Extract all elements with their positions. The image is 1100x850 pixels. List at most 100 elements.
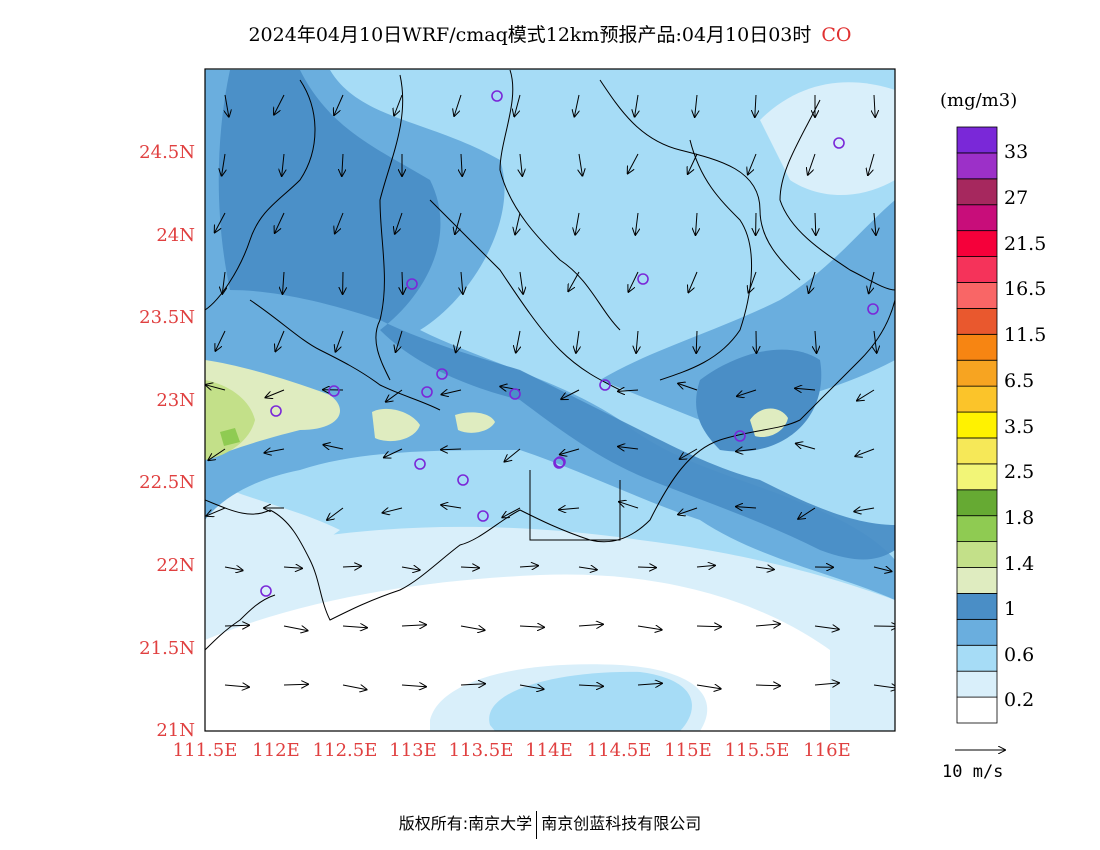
wind-arrow xyxy=(748,153,757,174)
wind-arrow xyxy=(809,271,816,293)
wind-arrow xyxy=(224,685,249,687)
wind-arrow xyxy=(755,567,774,570)
lat-label: 21.5N xyxy=(139,638,195,659)
wind-arrow xyxy=(873,685,895,688)
station-marker xyxy=(599,379,611,391)
wind-arrow xyxy=(696,212,698,235)
wind-arrow xyxy=(401,685,426,687)
station-marker xyxy=(260,585,272,597)
wind-arrow xyxy=(696,330,697,353)
station-marker xyxy=(414,458,426,470)
wind-arrow xyxy=(736,507,757,508)
colorbar-tick-label: 21.5 xyxy=(1004,233,1047,255)
wind-arrow xyxy=(394,94,403,116)
wind-arrow xyxy=(396,330,403,352)
station-marker xyxy=(477,510,489,522)
wind-arrow xyxy=(635,212,638,235)
colorbar-segment xyxy=(956,618,998,646)
colorbar-segment xyxy=(956,359,998,387)
colorbar-tick-label: 1.8 xyxy=(1004,507,1035,529)
station-marker xyxy=(867,303,879,315)
colorbar-segment xyxy=(956,644,998,672)
colorbar-tick-label: 0.2 xyxy=(1004,689,1035,711)
wind-arrow xyxy=(796,444,816,450)
station-marker xyxy=(457,474,469,486)
wind-arrow xyxy=(519,626,544,627)
wind-arrow xyxy=(520,153,522,176)
copyright-footer: 版权所有:南京大学 南京创蓝科技有限公司 xyxy=(0,810,1100,839)
colorbar-tick-label: 27 xyxy=(1004,187,1029,209)
wind-arrow xyxy=(502,507,521,517)
wind-arrow xyxy=(222,153,225,176)
wind-arrow xyxy=(628,271,639,292)
wind-arrow xyxy=(441,449,462,450)
wind-arrow xyxy=(215,330,226,351)
footer-right: 南京创蓝科技有限公司 xyxy=(541,814,702,833)
station-marker xyxy=(833,137,845,149)
wind-arrow xyxy=(215,212,226,232)
station-marker xyxy=(421,386,433,398)
colorbar-segment xyxy=(956,256,998,283)
wind-arrow xyxy=(283,567,302,568)
wind-arrow xyxy=(618,390,639,391)
station-marker xyxy=(637,273,649,285)
wind-arrow xyxy=(342,626,367,628)
wind-arrow xyxy=(224,567,243,570)
colorbar-segment xyxy=(956,593,998,620)
wind-arrow xyxy=(814,626,839,629)
monitoring-stations xyxy=(260,90,879,597)
wind-arrow xyxy=(456,330,462,352)
colorbar-segment xyxy=(956,230,998,257)
wind-arrow xyxy=(678,507,698,515)
wind-arrow xyxy=(618,447,639,449)
wind-arrow xyxy=(208,448,226,460)
lon-label: 112E xyxy=(252,740,300,761)
colorbar-tick-label: 33 xyxy=(1004,141,1029,163)
wind-arrow xyxy=(561,389,580,399)
station-marker xyxy=(406,278,418,290)
colorbar-segment xyxy=(956,567,998,594)
footer-left: 版权所有:南京大学 xyxy=(398,814,533,833)
wind-arrow xyxy=(222,271,225,294)
lon-label: 114E xyxy=(525,740,573,761)
colorbar xyxy=(956,126,998,724)
wind-arrow xyxy=(636,330,638,353)
colorbar-segment xyxy=(956,489,998,517)
wind-arrow xyxy=(559,508,580,510)
station-marker xyxy=(491,90,503,102)
plot-frame xyxy=(204,68,896,732)
colorbar-segment xyxy=(956,333,998,361)
wind-arrow xyxy=(275,330,285,351)
wind-arrow xyxy=(460,567,479,568)
wind-arrow xyxy=(637,567,656,568)
footer-separator xyxy=(536,810,538,839)
colorbar-segment xyxy=(956,696,998,724)
wind-arrow xyxy=(342,685,367,690)
wind-arrow xyxy=(874,742,898,744)
wind-arrow xyxy=(401,625,426,626)
reference-vector-label: 10 m/s xyxy=(942,762,1004,782)
station-marker xyxy=(270,405,282,417)
wind-arrow xyxy=(225,94,229,117)
wind-arrow xyxy=(264,449,285,453)
wind-arrow xyxy=(323,445,344,449)
lon-label: 113E xyxy=(389,740,437,761)
wind-arrow xyxy=(628,153,639,173)
wind-arrow xyxy=(874,212,876,235)
lon-label: 112.5E xyxy=(312,740,378,761)
wind-arrow xyxy=(282,153,284,176)
colorbar-tick-label: 1 xyxy=(1004,598,1017,620)
station-marker xyxy=(509,388,521,400)
colorbar-segment xyxy=(956,463,998,491)
wind-arrow xyxy=(695,94,697,117)
wind-arrow xyxy=(579,153,582,176)
wind-arrow xyxy=(736,449,757,451)
colorbar-segment xyxy=(956,515,998,543)
wind-arrow xyxy=(386,389,403,402)
wind-arrow xyxy=(755,94,756,117)
wind-arrow xyxy=(855,448,875,456)
wind-arrow xyxy=(266,389,285,398)
wind-arrow xyxy=(578,685,603,686)
concentration-field xyxy=(205,69,895,731)
